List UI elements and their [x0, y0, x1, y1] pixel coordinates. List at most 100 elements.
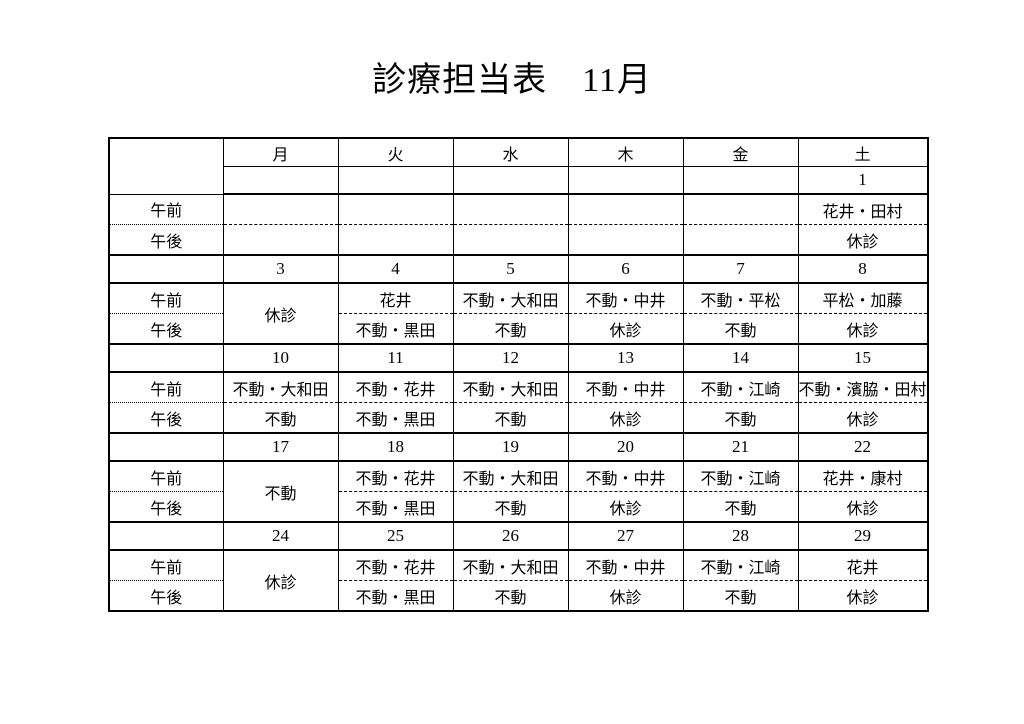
- weekday-header: 火: [337, 137, 454, 167]
- shift-cell: 休診: [567, 313, 684, 345]
- shift-cell: 不動・江崎: [682, 549, 799, 581]
- shift-cell-merged: 休診: [222, 282, 339, 345]
- shift-cell-merged: 休診: [222, 549, 339, 612]
- shift-cell: 休診: [797, 491, 929, 523]
- shift-cell: 不動・黒田: [337, 313, 454, 345]
- date-cell: 7: [682, 254, 799, 284]
- shift-cell: 不動: [452, 580, 569, 612]
- shift-cell: [222, 193, 339, 225]
- date-cell: 18: [337, 432, 454, 462]
- empty-label-cell: [108, 521, 224, 551]
- date-cell: 3: [222, 254, 339, 284]
- shift-cell: [567, 193, 684, 225]
- date-cell: 29: [797, 521, 929, 551]
- schedule-table: 月 火 水 木 金 土 1 午前: [108, 137, 929, 612]
- date-cell: 20: [567, 432, 684, 462]
- shift-cell: [452, 224, 569, 256]
- morning-row: 午前 休診 花井 不動・大和田 不動・中井 不動・平松 平松・加藤: [108, 282, 929, 345]
- shift-cell: 不動: [682, 491, 799, 523]
- empty-label-cell: [108, 254, 224, 284]
- weekday-header-row: 月 火 水 木 金 土: [108, 137, 929, 195]
- shift-cell: [452, 193, 569, 225]
- shift-cell: 不動: [682, 402, 799, 434]
- row-label-morning: 午前: [108, 549, 224, 581]
- shift-cell: 不動: [682, 313, 799, 345]
- shift-cell: 不動・黒田: [337, 491, 454, 523]
- shift-cell: 不動・江崎: [682, 460, 799, 492]
- shift-cell: 不動・花井: [337, 371, 454, 403]
- date-cell: 6: [567, 254, 684, 284]
- shift-cell: 不動: [222, 402, 339, 434]
- shift-cell: [222, 224, 339, 256]
- row-label-afternoon: 午後: [108, 313, 224, 345]
- date-cell: 13: [567, 343, 684, 373]
- row-label-morning: 午前: [108, 460, 224, 492]
- shift-cell: [337, 193, 454, 225]
- date-cell: [222, 166, 339, 195]
- date-cell: 28: [682, 521, 799, 551]
- row-label-afternoon: 午後: [108, 224, 224, 256]
- shift-cell: 休診: [797, 580, 929, 612]
- shift-cell: 不動・中井: [567, 282, 684, 314]
- corner-cell: [108, 137, 224, 195]
- date-cell: [682, 166, 799, 195]
- date-row: 10 11 12 13 14 15: [108, 343, 929, 373]
- date-cell: 11: [337, 343, 454, 373]
- date-cell: 15: [797, 343, 929, 373]
- afternoon-row: 午後 休診: [108, 224, 929, 256]
- shift-cell: 花井・田村: [797, 193, 929, 225]
- row-label-afternoon: 午後: [108, 491, 224, 523]
- date-cell: [452, 166, 569, 195]
- shift-cell: 不動・濱脇・田村: [797, 371, 929, 403]
- weekday-header: 金: [682, 137, 799, 167]
- shift-cell: 不動: [682, 580, 799, 612]
- shift-cell: 不動・中井: [567, 460, 684, 492]
- shift-cell: 休診: [567, 402, 684, 434]
- shift-cell: 休診: [797, 402, 929, 434]
- date-row: 24 25 26 27 28 29: [108, 521, 929, 551]
- shift-cell: 不動・大和田: [452, 371, 569, 403]
- page-title: 診療担当表 11月: [372, 62, 652, 99]
- date-cell: 10: [222, 343, 339, 373]
- date-cell: 4: [337, 254, 454, 284]
- shift-cell: 平松・加藤: [797, 282, 929, 314]
- shift-cell: 花井・康村: [797, 460, 929, 492]
- date-cell: 19: [452, 432, 569, 462]
- date-cell: 1: [797, 166, 929, 195]
- weekday-header: 土: [797, 137, 929, 167]
- date-row: 17 18 19 20 21 22: [108, 432, 929, 462]
- row-label-afternoon: 午後: [108, 580, 224, 612]
- date-cell: 24: [222, 521, 339, 551]
- shift-cell: 不動・黒田: [337, 402, 454, 434]
- date-cell: 22: [797, 432, 929, 462]
- shift-cell: 不動・花井: [337, 460, 454, 492]
- shift-cell: [682, 224, 799, 256]
- date-cell: 17: [222, 432, 339, 462]
- date-cell: 5: [452, 254, 569, 284]
- morning-row: 午前 不動 不動・花井 不動・大和田 不動・中井 不動・江崎 花井・康村: [108, 460, 929, 523]
- shift-cell: 休診: [567, 491, 684, 523]
- date-cell: 26: [452, 521, 569, 551]
- shift-cell: [337, 224, 454, 256]
- date-cell: 27: [567, 521, 684, 551]
- shift-cell: 不動: [452, 313, 569, 345]
- shift-cell: 不動・大和田: [452, 460, 569, 492]
- date-cell: [337, 166, 454, 195]
- date-cell: 21: [682, 432, 799, 462]
- date-row: 3 4 5 6 7 8: [108, 254, 929, 284]
- shift-cell: 花井: [797, 549, 929, 581]
- shift-cell: 花井: [337, 282, 454, 314]
- date-cell: [567, 166, 684, 195]
- shift-cell: 不動・大和田: [222, 371, 339, 403]
- date-cell: 8: [797, 254, 929, 284]
- date-cell: 25: [337, 521, 454, 551]
- empty-label-cell: [108, 343, 224, 373]
- shift-cell: 不動・江崎: [682, 371, 799, 403]
- row-label-morning: 午前: [108, 282, 224, 314]
- shift-cell: 不動・大和田: [452, 282, 569, 314]
- shift-cell: 不動・中井: [567, 549, 684, 581]
- shift-cell: 不動・大和田: [452, 549, 569, 581]
- shift-cell: 不動・黒田: [337, 580, 454, 612]
- shift-cell: [567, 224, 684, 256]
